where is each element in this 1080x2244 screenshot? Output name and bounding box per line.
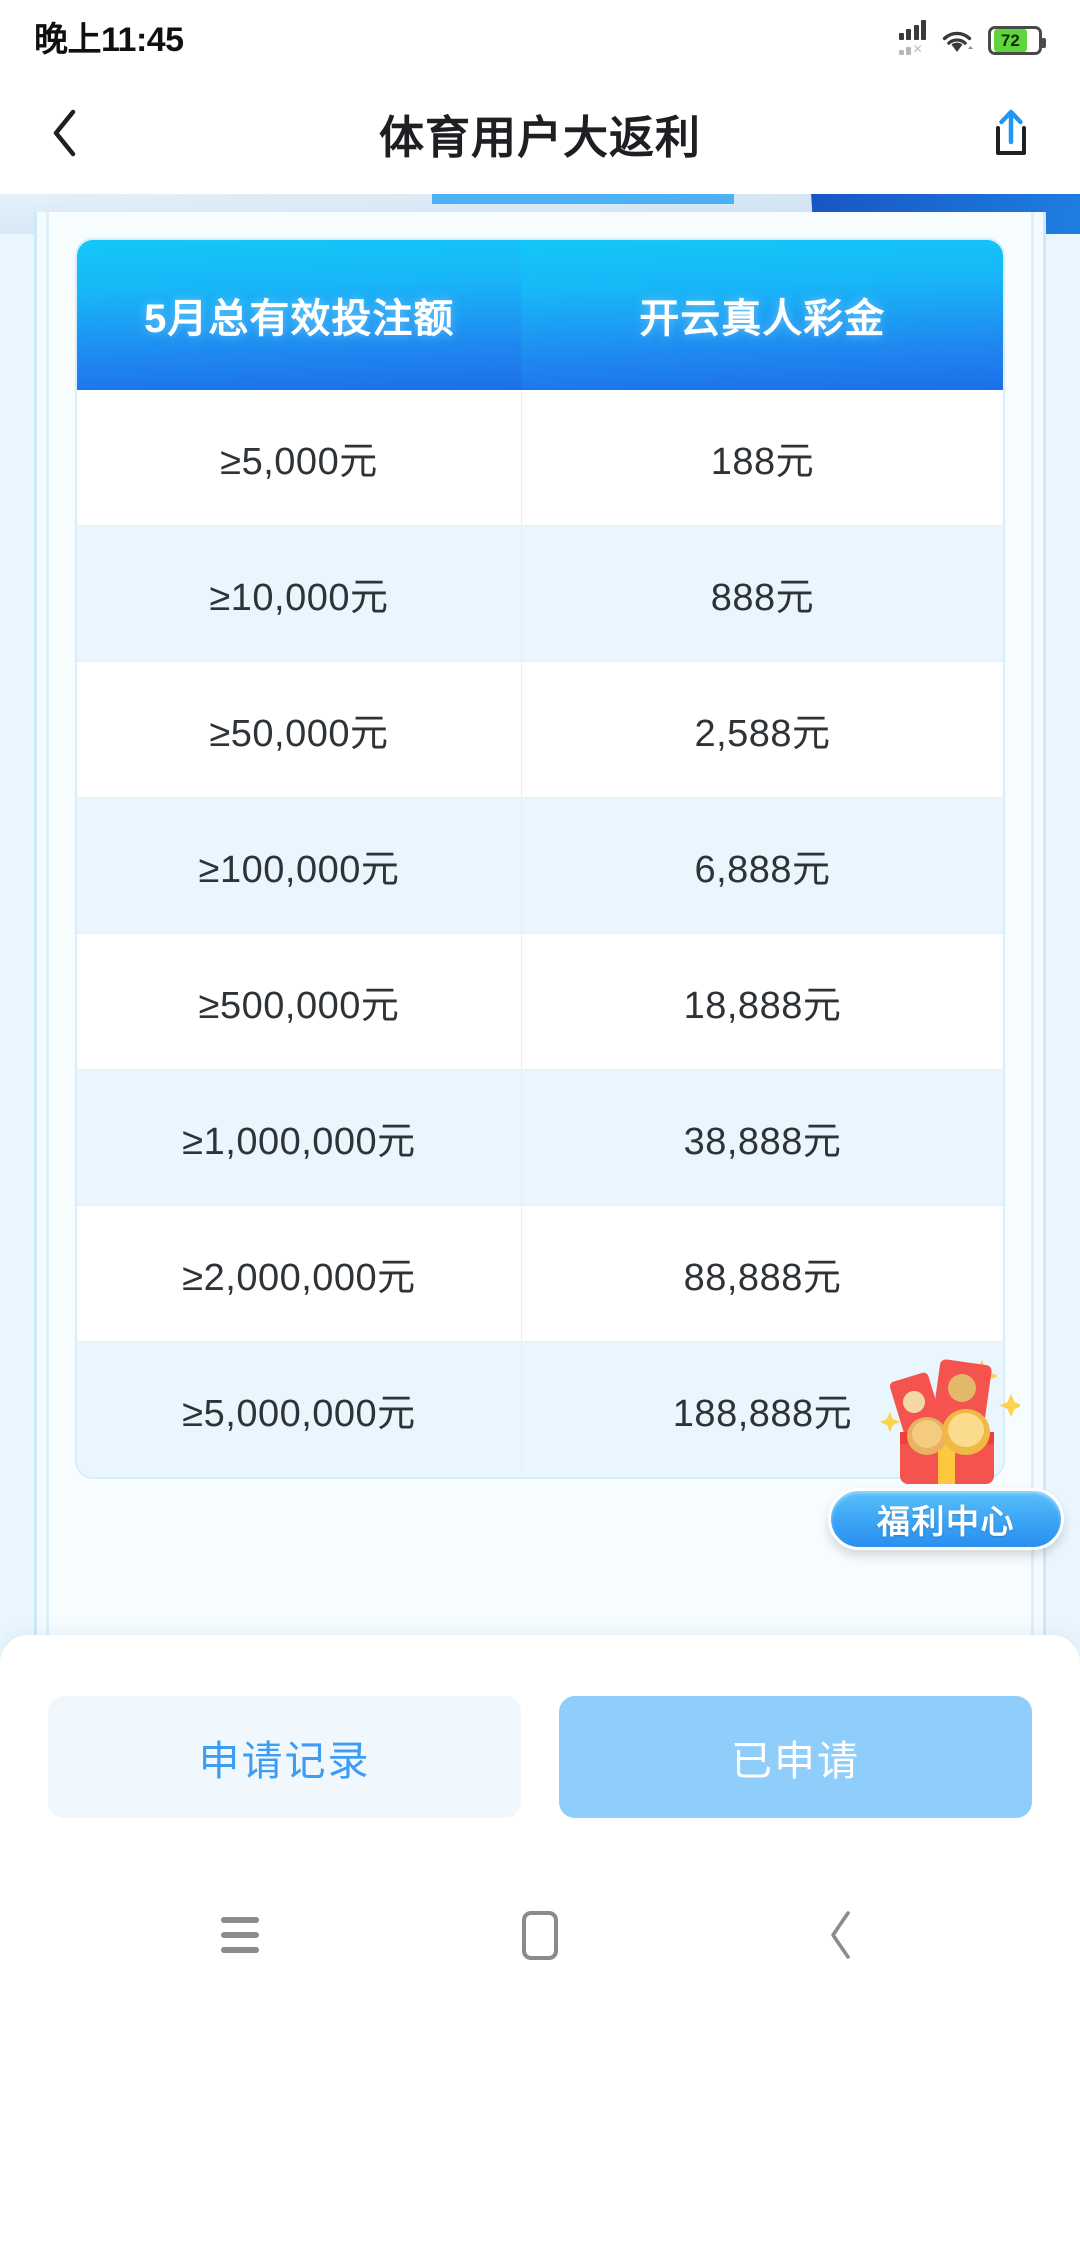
tier-cell: ≥1,000,000元 — [77, 1069, 522, 1206]
reward-table-container: 5月总有效投注额 开云真人彩金 ≥5,000元 188元 ≥10,000元 88… — [75, 238, 1005, 1479]
recents-icon[interactable] — [205, 1900, 275, 1970]
table-row: ≥1,000,000元 38,888元 — [77, 1069, 1003, 1206]
table-row: ≥10,000元 888元 — [77, 525, 1003, 662]
application-record-label: 申请记录 — [198, 1737, 371, 1784]
tier-cell: ≥5,000元 — [220, 441, 378, 483]
table-header-tier: 5月总有效投注额 — [77, 240, 522, 390]
applied-button[interactable]: 已申请 — [559, 1695, 1032, 1818]
table-row: ≥5,000元 188元 — [77, 390, 1003, 526]
applied-label: 已申请 — [731, 1737, 860, 1784]
bonus-cell: 18,888元 — [520, 933, 1003, 1070]
app-header: 体育用户大返利 — [0, 72, 1080, 194]
welfare-center-label: 福利中心 — [877, 1503, 1015, 1540]
main-content: 5月总有效投注额 开云真人彩金 ≥5,000元 188元 ≥10,000元 88… — [0, 194, 1080, 1992]
tier-cell: ≥5,000,000元 — [77, 1341, 522, 1477]
bonus-cell: 6,888元 — [520, 797, 1003, 934]
application-record-button[interactable]: 申请记录 — [48, 1695, 521, 1818]
bonus-cell: 2,588元 — [520, 661, 1003, 798]
bonus-cell: 38,888元 — [520, 1069, 1003, 1206]
bonus-cell: 888元 — [520, 525, 1003, 662]
bottom-action-bar: 申请记录 已申请 — [0, 1635, 1080, 1878]
welfare-center-floating-button[interactable]: 福利中心 — [828, 1354, 1064, 1554]
table-header-bonus: 开云真人彩金 — [521, 240, 1003, 390]
home-icon[interactable] — [505, 1900, 575, 1970]
tier-cell: ≥2,000,000元 — [77, 1205, 522, 1342]
android-navigation-bar — [0, 1878, 1080, 1992]
tier-cell: ≥10,000元 — [77, 525, 522, 662]
wifi-icon — [940, 25, 974, 55]
status-time: 晚上11:45 — [34, 20, 184, 59]
share-icon[interactable] — [984, 106, 1038, 160]
tier-cell: ≥50,000元 — [77, 661, 522, 798]
table-row: ≥50,000元 2,588元 — [77, 661, 1003, 798]
back-icon[interactable] — [805, 1900, 875, 1970]
battery-percent: 72 — [1000, 30, 1020, 50]
table-row: ≥100,000元 6,888元 — [77, 797, 1003, 934]
back-chevron-icon[interactable] — [42, 109, 88, 157]
gift-box-icon — [870, 1354, 1023, 1494]
tier-cell: ≥100,000元 — [77, 797, 522, 934]
status-indicators: × 72 — [898, 18, 1046, 57]
status-bar: 晚上11:45 × 72 — [0, 0, 1080, 72]
table-row: ≥500,000元 18,888元 — [77, 933, 1003, 1070]
bonus-cell: 188元 — [520, 390, 1003, 526]
tier-cell: ≥500,000元 — [77, 933, 522, 1070]
battery-icon: 72 — [988, 25, 1046, 55]
signal-bars-icon: × — [898, 18, 926, 57]
reward-table: 5月总有效投注额 开云真人彩金 ≥5,000元 188元 ≥10,000元 88… — [77, 240, 1003, 1477]
welfare-center-pill[interactable]: 福利中心 — [828, 1488, 1064, 1550]
table-row: ≥2,000,000元 88,888元 — [77, 1205, 1003, 1342]
page-title: 体育用户大返利 — [378, 111, 701, 163]
table-header-row: 5月总有效投注额 开云真人彩金 — [77, 240, 1003, 390]
bonus-cell: 88,888元 — [520, 1205, 1003, 1342]
